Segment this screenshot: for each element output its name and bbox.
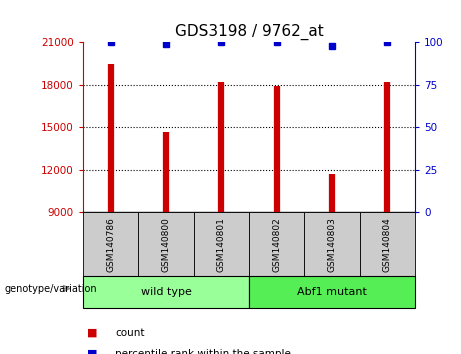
Text: GSM140804: GSM140804 [383,217,392,272]
Bar [304,212,360,276]
Text: GSM140802: GSM140802 [272,217,281,272]
Text: GSM140786: GSM140786 [106,217,115,272]
Text: GSM140803: GSM140803 [327,217,337,272]
Bar [83,212,138,276]
Text: GSM140800: GSM140800 [161,217,171,272]
Text: percentile rank within the sample: percentile rank within the sample [115,349,291,354]
Text: Abf1 mutant: Abf1 mutant [297,287,367,297]
Bar [360,212,415,276]
Bar [249,212,304,276]
Text: count: count [115,328,145,338]
Bar [83,276,249,308]
Text: ■: ■ [87,328,97,338]
Title: GDS3198 / 9762_at: GDS3198 / 9762_at [175,23,323,40]
Bar [249,276,415,308]
Bar [138,212,194,276]
Bar [194,212,249,276]
Text: genotype/variation: genotype/variation [5,284,97,293]
Text: GSM140801: GSM140801 [217,217,226,272]
Text: ■: ■ [87,349,97,354]
Text: wild type: wild type [141,287,191,297]
